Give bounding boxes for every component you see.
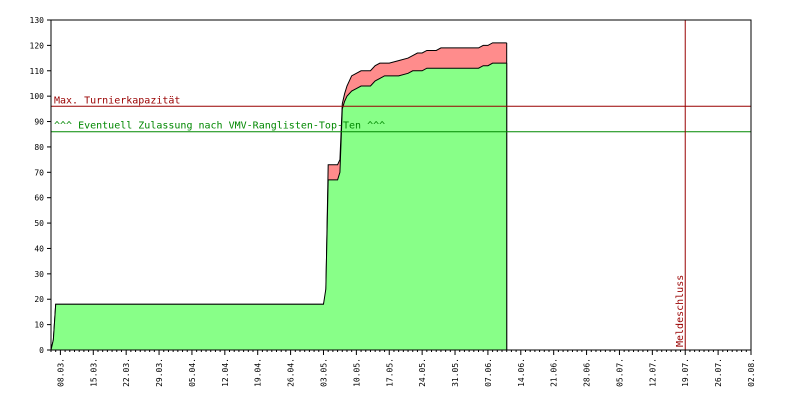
y-tick-label: 100 — [30, 92, 45, 101]
x-tick-label: 08.03. — [56, 358, 65, 387]
x-tick-label: 12.07. — [648, 358, 657, 387]
y-tick-label: 80 — [34, 143, 44, 152]
x-tick-label: 17.05. — [385, 358, 394, 387]
x-tick-label: 05.04. — [188, 358, 197, 387]
x-tick-label: 07.06. — [484, 358, 493, 387]
x-tick-label: 02.08. — [747, 358, 756, 387]
y-tick-label: 90 — [34, 118, 44, 127]
y-tick-label: 50 — [34, 219, 44, 228]
series-1-line — [50, 42, 507, 351]
y-tick-label: 60 — [34, 194, 44, 203]
x-tick-label: 15.03. — [89, 358, 98, 387]
y-tick-label: 30 — [34, 270, 44, 279]
x-tick-label: 12.04. — [221, 358, 230, 387]
x-tick-label: 19.04. — [254, 358, 263, 387]
y-tick-label: 110 — [30, 67, 45, 76]
ref-label-x-2: Meldeschluss — [675, 275, 686, 347]
series-2-line — [50, 62, 507, 351]
x-axis: 08.03. 15.03. 22.03. 29.03. 05.04. 12.04. 19.0… — [50, 350, 756, 387]
y-axis: 0 10 20 30 40 50 60 70 80 90 100 110 120 130 — [30, 16, 51, 355]
x-tick-label: 19.07. — [681, 358, 690, 387]
y-tick-label: 40 — [34, 244, 44, 253]
x-tick-label: 10.05. — [352, 358, 361, 387]
x-tick-label: 14.06. — [517, 358, 526, 387]
ref-label-y-0: Max. Turnierkapazität — [54, 95, 180, 106]
x-tick-label: 26.04. — [287, 358, 296, 387]
x-tick-label: 21.06. — [550, 358, 559, 387]
x-tick-label: 24.05. — [418, 358, 427, 387]
reference-lines: Max. Turnierkapazität ^^^ Eventuell Zulas… — [51, 20, 751, 350]
y-tick-label: 0 — [39, 346, 44, 355]
y-tick-label: 70 — [34, 168, 44, 177]
y-tick-label: 120 — [30, 41, 45, 50]
x-tick-label: 29.03. — [155, 358, 164, 387]
series-2-area — [51, 63, 507, 351]
plot-frame — [50, 19, 752, 351]
area-layer — [50, 42, 508, 351]
x-tick-label: 28.06. — [583, 358, 592, 387]
ref-label-y-1: ^^^ Eventuell Zulassung nach VMV-Ranglis… — [54, 121, 385, 132]
x-tick-label: 03.05. — [319, 358, 328, 387]
y-tick-label: 10 — [34, 321, 44, 330]
x-tick-label: 22.03. — [122, 358, 131, 387]
x-tick-label: 05.07. — [615, 358, 624, 387]
x-tick-label: 26.07. — [714, 358, 723, 387]
y-tick-label: 20 — [34, 295, 44, 304]
y-tick-label: 130 — [30, 16, 45, 25]
x-tick-label: 31.05. — [451, 358, 460, 387]
